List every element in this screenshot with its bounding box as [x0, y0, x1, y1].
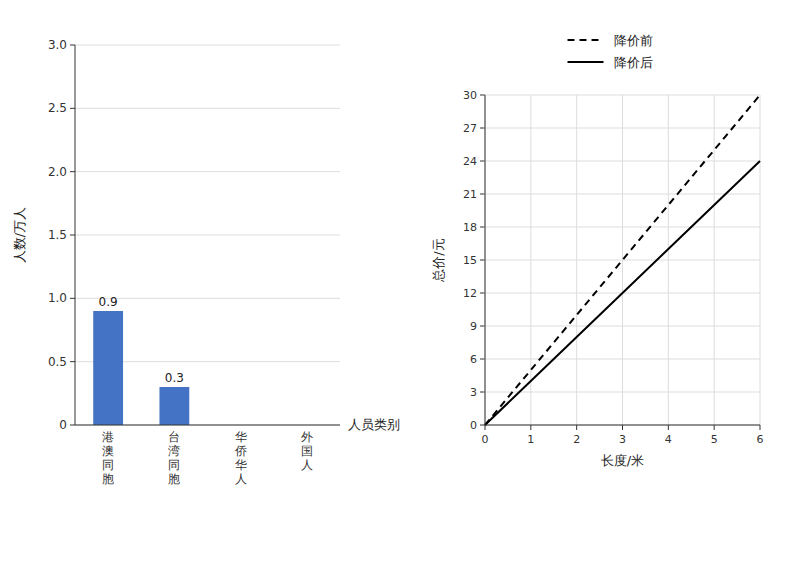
- tick: [70, 298, 75, 299]
- tick-label: 30: [463, 89, 477, 102]
- tick-label: 0: [470, 419, 477, 432]
- tick: [480, 425, 485, 426]
- tick-label: 0: [59, 418, 67, 432]
- tick-label: 1: [527, 433, 534, 446]
- grid-line: [75, 45, 340, 46]
- tick: [480, 194, 485, 195]
- category-label: 港澳同胞: [102, 430, 114, 486]
- legend-entry: 降价后: [614, 55, 653, 70]
- grid-line: [75, 108, 340, 109]
- legend-swatch: [568, 39, 604, 41]
- tick: [714, 425, 715, 430]
- legend-swatch: [568, 61, 604, 63]
- tick-label: 3: [470, 386, 477, 399]
- grid-line: [714, 95, 715, 425]
- grid-line: [668, 95, 669, 425]
- tick: [576, 425, 577, 430]
- tick: [480, 359, 485, 360]
- tick-label: 5: [711, 433, 718, 446]
- data-label: 0.3: [165, 371, 184, 385]
- tick-label: 2.0: [48, 165, 67, 179]
- tick-label: 3: [619, 433, 626, 446]
- tick-label: 2.5: [48, 101, 67, 115]
- grid-line: [622, 95, 623, 425]
- y-axis: [75, 45, 76, 425]
- tick: [70, 108, 75, 109]
- tick-label: 3.0: [48, 38, 67, 52]
- tick: [70, 361, 75, 362]
- grid-line: [485, 425, 760, 426]
- tick-label: 15: [463, 254, 477, 267]
- category-label: 外国人: [301, 430, 313, 472]
- x-axis: [485, 425, 760, 426]
- grid-line: [530, 95, 531, 425]
- data-label: 0.9: [99, 295, 118, 309]
- category-label: 台湾同胞: [168, 430, 180, 486]
- tick-label: 12: [463, 287, 477, 300]
- tick-label: 4: [665, 433, 672, 446]
- line: [485, 161, 760, 425]
- page: 0 0.5 1.0 1.5 2.0 2.5 3.0 0.9 0.3 港澳同胞 台湾同胞 华侨华人 外国人…: [0, 0, 800, 565]
- grid-line: [760, 95, 761, 425]
- tick-label: 24: [463, 155, 477, 168]
- category-label: 华侨华人: [235, 430, 247, 486]
- bar: [159, 387, 189, 425]
- tick: [530, 425, 531, 430]
- tick: [70, 425, 75, 426]
- tick: [480, 392, 485, 393]
- tick: [480, 260, 485, 261]
- tick: [480, 326, 485, 327]
- tick: [480, 95, 485, 96]
- tick-label: 2: [573, 433, 580, 446]
- x-axis-label: 长度/米: [601, 453, 644, 468]
- x-axis: [75, 425, 340, 426]
- tick-label: 9: [470, 320, 477, 333]
- bars: [93, 311, 189, 425]
- tick-label: 27: [463, 122, 477, 135]
- tick: [70, 235, 75, 236]
- legend-entry: 降价前: [614, 33, 653, 48]
- tick: [480, 293, 485, 294]
- tick-label: 6: [470, 353, 477, 366]
- y-axis: [485, 95, 486, 425]
- x-axis-label: 人员类别: [348, 417, 400, 432]
- tick-label: 18: [463, 221, 477, 234]
- line-chart: 0369121518212427300123456长度/米总价/元降价前降价后: [431, 33, 764, 468]
- tick: [668, 425, 669, 430]
- tick: [480, 161, 485, 162]
- legend: 降价前降价后: [568, 33, 653, 70]
- lines: [485, 95, 760, 425]
- tick-label: 1.5: [48, 228, 67, 242]
- grid-line: [485, 95, 486, 425]
- tick: [480, 227, 485, 228]
- tick: [70, 171, 75, 172]
- tick-label: 0.5: [48, 355, 67, 369]
- tick: [485, 425, 486, 430]
- grid-line: [75, 425, 340, 426]
- tick: [622, 425, 623, 430]
- tick-label: 1.0: [48, 291, 67, 305]
- tick: [760, 425, 761, 430]
- grid-line: [75, 235, 340, 236]
- y-axis-label: 人数/万人: [12, 207, 27, 263]
- tick-label: 21: [463, 188, 477, 201]
- tick: [70, 45, 75, 46]
- grid-line: [576, 95, 577, 425]
- line: [485, 95, 760, 425]
- bar: [93, 311, 123, 425]
- grid-line: [75, 171, 340, 172]
- y-axis-label: 总价/元: [431, 238, 446, 282]
- tick-label: 6: [757, 433, 764, 446]
- bar-chart: 0 0.5 1.0 1.5 2.0 2.5 3.0 0.9 0.3 港澳同胞 台湾同胞 华侨华人 外国人…: [12, 38, 400, 486]
- tick-label: 0: [482, 433, 489, 446]
- tick: [480, 128, 485, 129]
